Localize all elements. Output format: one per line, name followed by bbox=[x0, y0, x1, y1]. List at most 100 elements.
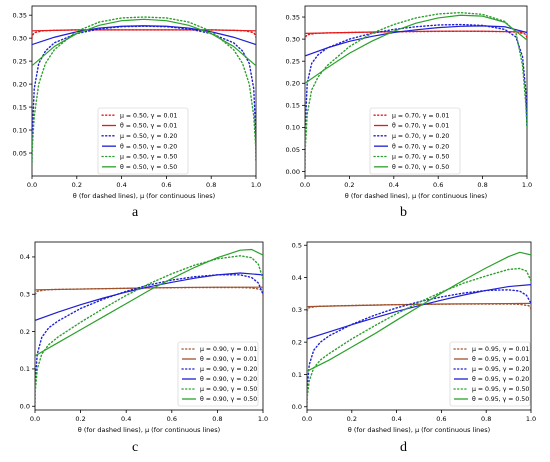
y-tick-label: 0.5 bbox=[292, 242, 302, 250]
series-line-5 bbox=[35, 255, 263, 407]
legend: μ = 0.70, γ = 0.01 θ = 0.70, γ = 0.01 μ = … bbox=[369, 107, 461, 175]
panel-label-d: d bbox=[400, 440, 407, 455]
x-tick-label: 0.0 bbox=[300, 181, 310, 189]
series-line-4 bbox=[32, 25, 256, 46]
series-line-5 bbox=[307, 267, 531, 408]
y-tick-label: 0.30 bbox=[286, 35, 300, 43]
panel-label-a: a bbox=[132, 205, 139, 220]
y-tick-label: 0.3 bbox=[20, 291, 30, 299]
x-tick-label: 0.0 bbox=[302, 415, 312, 423]
axes-frame bbox=[304, 5, 528, 177]
y-tick-label: 0.25 bbox=[286, 57, 300, 65]
y-tick-label: 0.20 bbox=[13, 80, 27, 88]
x-tick-label: 0.0 bbox=[27, 181, 37, 189]
legend-entry: θ = 0.50, γ = 0.50 bbox=[120, 164, 177, 171]
legend-entry: θ = 0.70, γ = 0.20 bbox=[392, 143, 449, 150]
series-line-4 bbox=[307, 284, 531, 340]
series-line-2 bbox=[35, 286, 263, 291]
x-tick-label: 0.4 bbox=[389, 181, 399, 189]
y-tick-label: 0.1 bbox=[20, 365, 30, 373]
series-line-6 bbox=[307, 251, 531, 372]
y-tick-label: 0.00 bbox=[286, 168, 300, 176]
x-tick-label: 0.2 bbox=[72, 181, 82, 189]
y-tick-label: 0.15 bbox=[13, 103, 27, 111]
y-tick-label: 0.10 bbox=[13, 126, 27, 134]
y-tick-label: 0.25 bbox=[13, 57, 27, 65]
legend-entry: μ = 0.95, γ = 0.20 bbox=[472, 366, 529, 373]
series-line-5 bbox=[305, 11, 527, 173]
legend-box bbox=[449, 341, 531, 407]
y-tick-label: 0.3 bbox=[292, 306, 302, 314]
x-tick-label: 1.0 bbox=[526, 415, 536, 423]
series-line-2 bbox=[307, 302, 531, 308]
x-tick-label: 0.6 bbox=[161, 181, 171, 189]
chart-panel-a: 0.0 0.2 0.4 0.6 0.8 1.0 0.05 0.10 0.15 0.20 0.25 0.… bbox=[13, 5, 261, 200]
panel-label-c: c bbox=[132, 440, 139, 455]
legend-entry: θ = 0.90, γ = 0.01 bbox=[200, 356, 257, 363]
y-tick-label: 0.4 bbox=[20, 253, 30, 261]
legend: μ = 0.95, γ = 0.01 θ = 0.95, γ = 0.01 μ = … bbox=[449, 341, 531, 407]
legend: μ = 0.50, γ = 0.01 θ = 0.50, γ = 0.01 μ = … bbox=[97, 107, 189, 175]
x-tick-label: 0.0 bbox=[30, 415, 40, 423]
series-line-6 bbox=[305, 14, 527, 84]
x-tick-label: 0.4 bbox=[116, 181, 126, 189]
legend: μ = 0.90, γ = 0.01 θ = 0.90, γ = 0.01 μ = … bbox=[177, 341, 259, 407]
series-line-3 bbox=[307, 289, 531, 408]
x-tick-label: 0.8 bbox=[206, 181, 216, 189]
y-tick-label: 0.30 bbox=[13, 34, 27, 42]
legend-entry: θ = 0.70, γ = 0.50 bbox=[392, 164, 449, 171]
axes-frame bbox=[34, 241, 264, 411]
legend-box bbox=[177, 341, 259, 407]
y-tick-label: 0.05 bbox=[13, 149, 27, 157]
legend-entry: μ = 0.50, γ = 0.50 bbox=[120, 154, 177, 161]
series-line-2 bbox=[32, 29, 256, 32]
legend-entry: μ = 0.90, γ = 0.20 bbox=[200, 366, 257, 373]
x-axis-label: θ (for dashed lines), μ (for continuous … bbox=[78, 426, 220, 434]
y-tick-label: 0.0 bbox=[20, 403, 30, 411]
x-tick-label: 1.0 bbox=[522, 181, 532, 189]
legend-entry: μ = 0.90, γ = 0.50 bbox=[200, 386, 257, 393]
y-tick-label: 0.15 bbox=[286, 102, 300, 110]
legend-entry: μ = 0.70, γ = 0.20 bbox=[392, 133, 449, 140]
legend-entry: θ = 0.70, γ = 0.01 bbox=[392, 123, 449, 130]
x-tick-label: 0.4 bbox=[121, 415, 131, 423]
series-line-4 bbox=[305, 25, 527, 57]
y-tick-label: 0.35 bbox=[13, 11, 27, 19]
x-tick-label: 0.8 bbox=[477, 181, 487, 189]
y-tick-label: 0.05 bbox=[286, 146, 300, 154]
y-tick-label: 0.2 bbox=[20, 328, 30, 336]
legend-entry: μ = 0.50, γ = 0.01 bbox=[120, 112, 177, 119]
legend-entry: θ = 0.95, γ = 0.50 bbox=[472, 396, 529, 403]
x-axis-label: θ (for dashed lines), μ (for continuous … bbox=[348, 426, 490, 434]
legend-entry: μ = 0.70, γ = 0.50 bbox=[392, 154, 449, 161]
x-tick-label: 0.6 bbox=[436, 415, 446, 423]
x-axis-label: θ (for dashed lines), μ (for continuous … bbox=[73, 192, 215, 200]
chart-panel-c: 0.0 0.2 0.4 0.6 0.8 1.0 0.0 0.1 0.2 0.3 0.4 θ (for … bbox=[20, 241, 268, 434]
axes-frame bbox=[306, 241, 532, 411]
x-tick-label: 0.2 bbox=[75, 415, 85, 423]
legend-entry: μ = 0.50, γ = 0.20 bbox=[120, 133, 177, 140]
chart-panel-b: 0.0 0.2 0.4 0.6 0.8 1.0 0.00 0.05 0.10 0.15 0.20 0.… bbox=[286, 5, 532, 200]
y-tick-label: 0.0 bbox=[292, 403, 302, 411]
legend-entry: θ = 0.95, γ = 0.20 bbox=[472, 376, 529, 383]
series-line-6 bbox=[32, 18, 256, 67]
series-line-4 bbox=[35, 272, 263, 321]
panel-label-b: b bbox=[400, 205, 407, 220]
x-tick-label: 0.8 bbox=[212, 415, 222, 423]
legend-entry: μ = 0.90, γ = 0.01 bbox=[200, 346, 257, 353]
y-tick-label: 0.2 bbox=[292, 338, 302, 346]
x-axis-label: θ (for dashed lines), μ (for continuous … bbox=[345, 192, 487, 200]
series-line-6 bbox=[35, 248, 263, 357]
legend-entry: θ = 0.50, γ = 0.20 bbox=[120, 143, 177, 150]
legend-entry: μ = 0.95, γ = 0.50 bbox=[472, 386, 529, 393]
legend-box bbox=[369, 107, 461, 175]
y-tick-label: 0.4 bbox=[292, 274, 302, 282]
y-tick-label: 0.20 bbox=[286, 80, 300, 88]
x-tick-label: 0.2 bbox=[344, 181, 354, 189]
y-tick-label: 0.1 bbox=[292, 371, 302, 379]
legend-entry: θ = 0.95, γ = 0.01 bbox=[472, 356, 529, 363]
axes-frame bbox=[31, 5, 257, 177]
chart-panel-d: 0.0 0.2 0.4 0.6 0.8 1.0 0.0 0.1 0.2 0.3 0.4 0.5 θ (f… bbox=[292, 242, 537, 434]
legend-entry: θ = 0.90, γ = 0.20 bbox=[200, 376, 257, 383]
